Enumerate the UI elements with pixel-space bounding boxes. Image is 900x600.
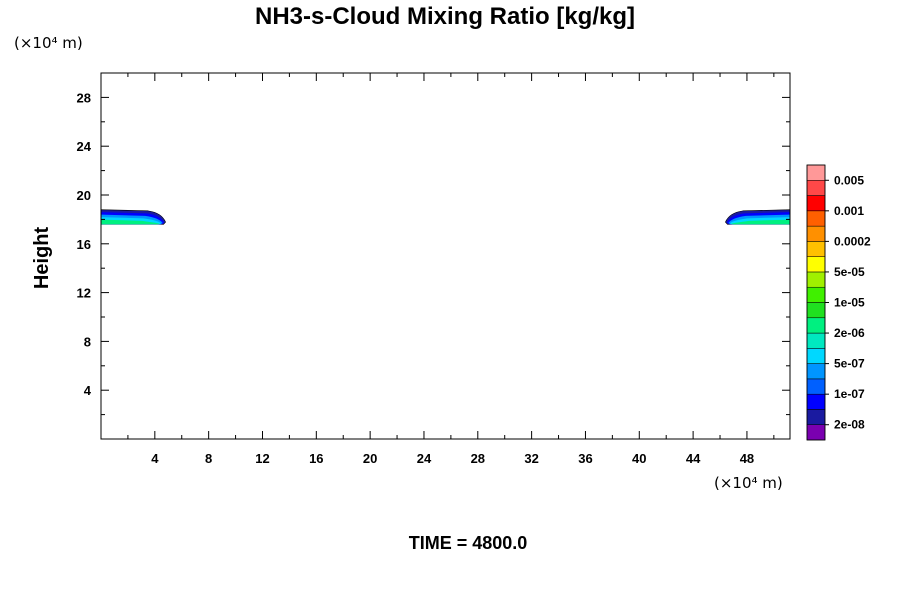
- colorbar: 0.005 0.001 0.0002 5e-05 1e-05 2e-06 5e-07 1e-0…: [806, 164, 871, 441]
- plot-frame: [100, 72, 791, 440]
- colorbar-swatch: [806, 241, 826, 257]
- colorbar-label: 0.005: [834, 173, 864, 187]
- x-tick-label: 28: [471, 451, 485, 466]
- colorbar-swatch: [806, 393, 826, 410]
- x-tick-label: 36: [578, 451, 592, 466]
- colorbar-swatch: [806, 210, 826, 227]
- y-tick-label: 8: [84, 334, 91, 349]
- x-tick-label: 8: [205, 451, 212, 466]
- colorbar-swatch: [806, 180, 826, 196]
- colorbar-label: 5e-07: [834, 357, 865, 371]
- colorbar-swatch: [806, 378, 826, 395]
- colorbar-swatch: [806, 225, 826, 242]
- colorbar-label: 5e-05: [834, 265, 865, 279]
- colorbar-swatch: [806, 348, 826, 364]
- x-tick-label: 12: [255, 451, 269, 466]
- right-cloud-band-1e-05: [731, 219, 790, 225]
- y-axis-label: Height: [31, 227, 53, 290]
- colorbar-label: 2e-06: [834, 326, 865, 340]
- x-tick-label: 16: [309, 451, 323, 466]
- y-tick-label: 16: [77, 237, 91, 252]
- x-unit-label: (×10⁴ m): [714, 474, 783, 492]
- y-tick-label: 24: [77, 139, 92, 154]
- colorbar-swatch: [806, 286, 826, 303]
- colorbar-swatch: [806, 332, 826, 349]
- x-tick-label: 44: [686, 451, 701, 466]
- colorbar-swatch: [806, 256, 826, 273]
- colorbar-label: 1e-07: [834, 387, 865, 401]
- chart-title: NH3-s-Cloud Mixing Ratio [kg/kg]: [255, 3, 635, 30]
- colorbar-label: 0.001: [834, 204, 864, 218]
- colorbar-swatch: [806, 409, 826, 425]
- y-tick-label: 4: [84, 383, 92, 398]
- x-tick-label: 4: [151, 451, 159, 466]
- colorbar-swatch: [806, 424, 826, 441]
- x-tick-label: 20: [363, 451, 377, 466]
- y-unit-label: (×10⁴ m): [14, 34, 83, 52]
- colorbar-label: 0.0002: [834, 234, 871, 248]
- x-tick-label: 32: [524, 451, 538, 466]
- colorbar-label: 2e-08: [834, 418, 865, 432]
- y-tick-label: 12: [77, 286, 91, 301]
- x-tick-label: 24: [417, 451, 432, 466]
- colorbar-swatch: [806, 317, 826, 334]
- left-cloud-band-1e-05: [101, 219, 160, 225]
- colorbar-swatch: [806, 195, 826, 212]
- time-label: TIME = 4800.0: [409, 533, 528, 553]
- colorbar-label: 1e-05: [834, 296, 865, 310]
- colorbar-swatch: [806, 271, 826, 288]
- x-tick-label: 40: [632, 451, 646, 466]
- x-tick-label: 48: [740, 451, 754, 466]
- colorbar-swatch: [806, 164, 826, 181]
- colorbar-swatch: [806, 302, 826, 319]
- colorbar-swatch: [806, 363, 826, 380]
- y-tick-label: 28: [77, 90, 91, 105]
- y-tick-label: 20: [77, 188, 91, 203]
- contour-layer: [100, 209, 791, 225]
